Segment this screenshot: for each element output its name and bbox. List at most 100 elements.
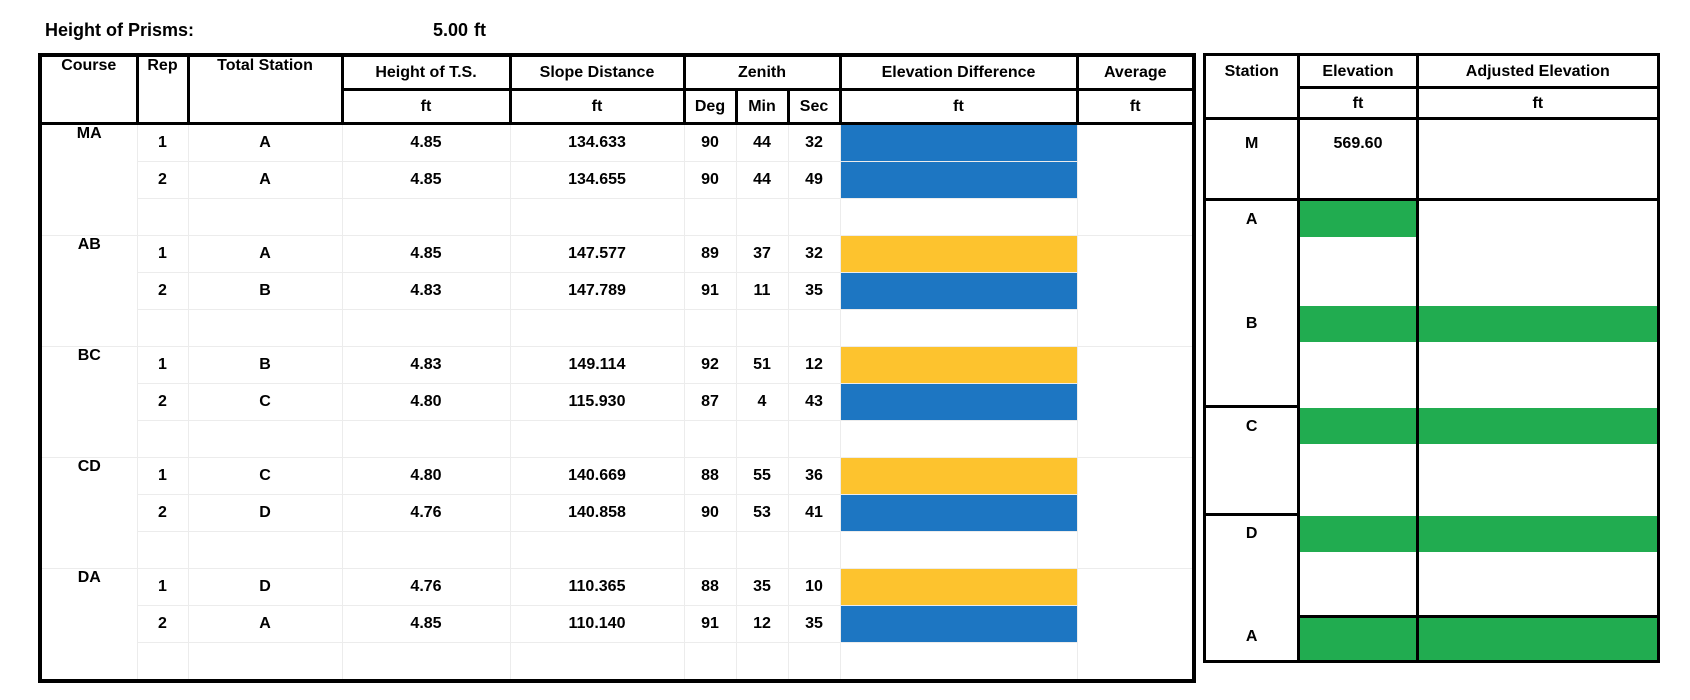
elevation-cell-a-highlight[interactable] bbox=[1300, 201, 1416, 237]
cell-total-station[interactable]: A bbox=[187, 235, 343, 273]
cell-zenith-min[interactable]: 53 bbox=[735, 494, 789, 532]
cell-elevation-difference[interactable] bbox=[839, 605, 1078, 643]
cell-zenith-deg[interactable]: 90 bbox=[683, 123, 737, 162]
cell-height-of-ts[interactable]: 4.83 bbox=[341, 272, 511, 310]
cell-zenith-sec[interactable]: 43 bbox=[787, 383, 841, 421]
cell-slope-distance[interactable]: 134.655 bbox=[509, 161, 685, 199]
cell-slope-distance[interactable] bbox=[509, 309, 685, 347]
cell-zenith-sec[interactable] bbox=[787, 420, 841, 458]
cell-slope-distance[interactable] bbox=[509, 198, 685, 236]
cell-height-of-ts[interactable]: 4.83 bbox=[341, 346, 511, 384]
cell-rep[interactable] bbox=[136, 420, 189, 458]
cell-total-station[interactable]: C bbox=[187, 383, 343, 421]
cell-zenith-sec[interactable]: 10 bbox=[787, 568, 841, 606]
cell-zenith-deg[interactable]: 90 bbox=[683, 161, 737, 199]
cell-height-of-ts[interactable] bbox=[341, 198, 511, 236]
cell-height-of-ts[interactable] bbox=[341, 642, 511, 682]
cell-rep[interactable]: 1 bbox=[136, 346, 189, 384]
cell-zenith-min[interactable]: 55 bbox=[735, 457, 789, 495]
cell-elevation-difference[interactable] bbox=[839, 235, 1078, 273]
cell-rep[interactable]: 1 bbox=[136, 457, 189, 495]
station-box-c[interactable] bbox=[1206, 408, 1298, 516]
elevation-cell-a-closing-highlight[interactable] bbox=[1300, 615, 1416, 660]
cell-elevation-difference[interactable] bbox=[839, 161, 1078, 199]
cell-slope-distance[interactable] bbox=[509, 420, 685, 458]
cell-average[interactable] bbox=[1076, 123, 1195, 236]
cell-slope-distance[interactable]: 140.669 bbox=[509, 457, 685, 495]
cell-zenith-deg[interactable] bbox=[683, 309, 737, 347]
cell-slope-distance[interactable]: 110.140 bbox=[509, 605, 685, 643]
cell-elevation-difference[interactable] bbox=[839, 420, 1078, 458]
cell-total-station[interactable]: D bbox=[187, 494, 343, 532]
cell-zenith-sec[interactable]: 35 bbox=[787, 272, 841, 310]
station-box-m[interactable] bbox=[1206, 120, 1298, 201]
cell-zenith-deg[interactable]: 90 bbox=[683, 494, 737, 532]
cell-slope-distance[interactable]: 149.114 bbox=[509, 346, 685, 384]
cell-height-of-ts[interactable]: 4.85 bbox=[341, 605, 511, 643]
cell-rep[interactable]: 2 bbox=[136, 272, 189, 310]
cell-rep[interactable] bbox=[136, 531, 189, 569]
cell-elevation-difference[interactable] bbox=[839, 642, 1078, 682]
cell-elevation-difference[interactable] bbox=[839, 531, 1078, 569]
cell-elevation-difference[interactable] bbox=[839, 383, 1078, 421]
elevation-cell-d-highlight[interactable] bbox=[1300, 516, 1416, 552]
cell-rep[interactable]: 1 bbox=[136, 123, 189, 162]
cell-average[interactable] bbox=[1076, 568, 1195, 682]
cell-zenith-min[interactable]: 44 bbox=[735, 123, 789, 162]
cell-total-station[interactable] bbox=[187, 309, 343, 347]
cell-course[interactable]: DA bbox=[39, 568, 138, 682]
cell-zenith-sec[interactable] bbox=[787, 309, 841, 347]
cell-rep[interactable]: 2 bbox=[136, 494, 189, 532]
cell-zenith-min[interactable] bbox=[735, 531, 789, 569]
cell-zenith-min[interactable] bbox=[735, 420, 789, 458]
cell-zenith-min[interactable] bbox=[735, 309, 789, 347]
cell-slope-distance[interactable]: 134.633 bbox=[509, 123, 685, 162]
cell-total-station[interactable]: A bbox=[187, 605, 343, 643]
cell-total-station[interactable] bbox=[187, 642, 343, 682]
cell-zenith-deg[interactable] bbox=[683, 531, 737, 569]
cell-zenith-deg[interactable]: 88 bbox=[683, 568, 737, 606]
cell-zenith-sec[interactable]: 49 bbox=[787, 161, 841, 199]
cell-height-of-ts[interactable]: 4.80 bbox=[341, 457, 511, 495]
cell-total-station[interactable]: A bbox=[187, 123, 343, 162]
cell-elevation-difference[interactable] bbox=[839, 198, 1078, 236]
cell-rep[interactable]: 2 bbox=[136, 605, 189, 643]
cell-total-station[interactable]: B bbox=[187, 272, 343, 310]
cell-rep[interactable] bbox=[136, 198, 189, 236]
cell-rep[interactable]: 2 bbox=[136, 383, 189, 421]
cell-slope-distance[interactable]: 110.365 bbox=[509, 568, 685, 606]
cell-height-of-ts[interactable]: 4.80 bbox=[341, 383, 511, 421]
cell-course[interactable]: BC bbox=[39, 346, 138, 458]
cell-height-of-ts[interactable]: 4.76 bbox=[341, 494, 511, 532]
adjusted-elevation-cell-b-highlight[interactable] bbox=[1418, 306, 1657, 342]
cell-height-of-ts[interactable] bbox=[341, 420, 511, 458]
cell-zenith-min[interactable]: 4 bbox=[735, 383, 789, 421]
cell-zenith-sec[interactable]: 41 bbox=[787, 494, 841, 532]
cell-height-of-ts[interactable]: 4.76 bbox=[341, 568, 511, 606]
height-of-prisms-value[interactable]: 5.00 bbox=[432, 20, 468, 40]
cell-elevation-difference[interactable] bbox=[839, 457, 1078, 495]
cell-zenith-sec[interactable]: 32 bbox=[787, 235, 841, 273]
cell-zenith-deg[interactable]: 89 bbox=[683, 235, 737, 273]
cell-zenith-sec[interactable]: 36 bbox=[787, 457, 841, 495]
elevation-cell-m[interactable] bbox=[1300, 120, 1416, 201]
adjusted-elevation-cell-a-closing-highlight[interactable] bbox=[1418, 615, 1657, 660]
cell-zenith-min[interactable]: 11 bbox=[735, 272, 789, 310]
cell-zenith-deg[interactable] bbox=[683, 642, 737, 682]
cell-total-station[interactable] bbox=[187, 198, 343, 236]
cell-rep[interactable]: 1 bbox=[136, 235, 189, 273]
elevation-value-m[interactable]: 569.60 bbox=[1333, 135, 1383, 152]
cell-zenith-deg[interactable]: 92 bbox=[683, 346, 737, 384]
cell-height-of-ts[interactable]: 4.85 bbox=[341, 161, 511, 199]
cell-zenith-min[interactable]: 37 bbox=[735, 235, 789, 273]
cell-slope-distance[interactable]: 140.858 bbox=[509, 494, 685, 532]
cell-zenith-sec[interactable] bbox=[787, 531, 841, 569]
cell-zenith-sec[interactable] bbox=[787, 198, 841, 236]
cell-average[interactable] bbox=[1076, 235, 1195, 347]
station-box-a-b[interactable] bbox=[1206, 201, 1298, 408]
cell-total-station[interactable] bbox=[187, 420, 343, 458]
elevation-cell-b-highlight[interactable] bbox=[1300, 306, 1416, 342]
cell-zenith-min[interactable] bbox=[735, 198, 789, 236]
cell-total-station[interactable]: A bbox=[187, 161, 343, 199]
cell-zenith-min[interactable]: 12 bbox=[735, 605, 789, 643]
